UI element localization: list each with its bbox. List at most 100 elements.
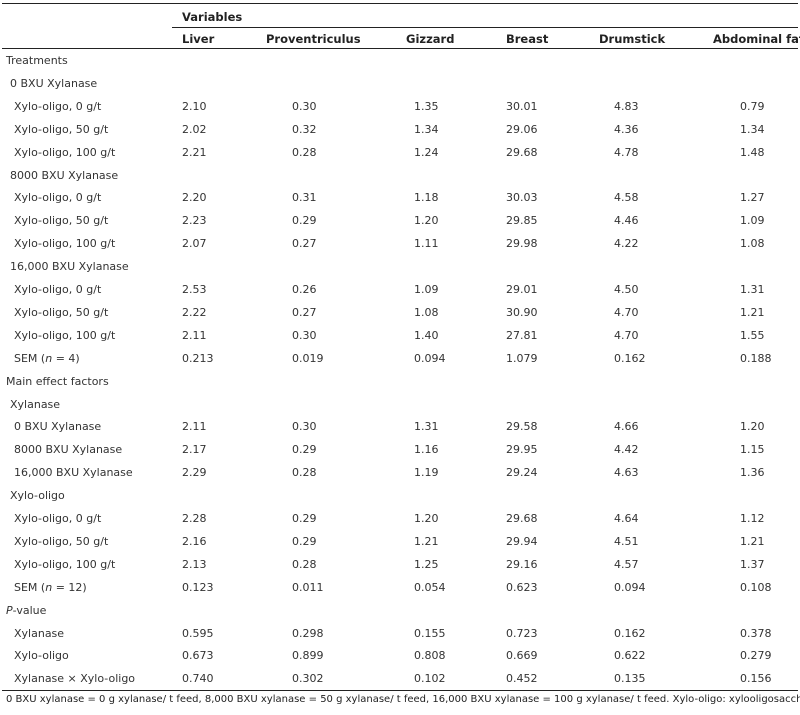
cell-gizzard: 0.102: [414, 672, 446, 686]
cell-breast: 27.81: [506, 328, 538, 342]
row-label: Xylanase × Xylo-oligo: [14, 672, 136, 686]
cell-abdominal-fat: 1.31: [740, 283, 765, 296]
cell-liver: 0.673: [182, 649, 214, 663]
cell-breast: 29.94: [506, 534, 538, 548]
table-row: Xylo-oligo, 0 g/t 2.28 0.29 1.20 29.68 4.64 1.…: [0, 507, 800, 530]
cell-drumstick: 4.36: [614, 122, 639, 136]
column-header-abdominal-fat: Abdominal fat: [713, 32, 800, 46]
row-label: Xylo-oligo, 50 g/t: [14, 534, 109, 548]
cell-breast: 0.723: [506, 626, 538, 640]
cell-proventriculus: 0.27: [292, 237, 317, 251]
cell-liver: 0.123: [182, 580, 214, 594]
table-section-row: Treatments: [0, 49, 800, 72]
cell-drumstick: 4.50: [614, 283, 639, 296]
cell-proventriculus: 0.29: [292, 534, 317, 548]
cell-gizzard: 0.094: [414, 351, 446, 365]
cell-liver: 2.11: [182, 328, 207, 342]
table-row: SEM (n = 4) 0.213 0.019 0.094 1.079 0.162 0.18…: [0, 347, 800, 370]
cell-liver: 2.53: [182, 283, 207, 296]
cell-liver: 2.29: [182, 466, 207, 480]
cell-drumstick: 4.57: [614, 557, 639, 571]
cell-gizzard: 1.19: [414, 466, 439, 480]
cell-abdominal-fat: 1.12: [740, 512, 765, 525]
row-label: Xylanase: [14, 626, 65, 640]
row-label: Main effect factors: [6, 374, 109, 388]
cell-proventriculus: 0.30: [292, 99, 317, 113]
row-label: 8000 BXU Xylanase: [10, 168, 119, 182]
column-header-drumstick: Drumstick: [599, 32, 666, 46]
table-footnote: 0 BXU xylanase = 0 g xylanase/ t feed, 8…: [6, 694, 800, 705]
cell-drumstick: 0.622: [614, 649, 646, 663]
row-label: Xylo-oligo, 0 g/t: [14, 283, 102, 296]
cell-abdominal-fat: 1.21: [740, 305, 765, 319]
cell-liver: 2.21: [182, 145, 207, 159]
row-label-suffix: = 4): [52, 351, 80, 365]
cell-drumstick: 4.78: [614, 145, 639, 159]
cell-proventriculus: 0.26: [292, 283, 317, 296]
cell-breast: 29.68: [506, 512, 538, 525]
table-section-row: Xylanase: [0, 393, 800, 416]
cell-proventriculus: 0.31: [292, 191, 317, 205]
cell-liver: 2.10: [182, 99, 207, 113]
row-label-italic: n: [45, 351, 53, 365]
table-row: 0 BXU Xylanase 2.11 0.30 1.31 29.58 4.66 1.20: [0, 415, 800, 438]
row-label-prefix: SEM (: [14, 351, 46, 365]
cell-gizzard: 0.155: [414, 626, 446, 640]
cell-breast: 29.06: [506, 122, 538, 136]
row-label: Xylo-oligo: [10, 489, 65, 503]
cell-liver: 2.02: [182, 122, 207, 136]
cell-proventriculus: 0.302: [292, 672, 324, 686]
cell-drumstick: 4.63: [614, 466, 639, 480]
cell-breast: 29.95: [506, 443, 538, 457]
cell-liver: 2.07: [182, 237, 207, 251]
variables-underline: [172, 27, 798, 28]
row-label: Xylo-oligo, 50 g/t: [14, 214, 109, 228]
cell-liver: 2.23: [182, 214, 207, 228]
cell-abdominal-fat: 0.108: [740, 580, 772, 594]
row-label: Xylo-oligo, 0 g/t: [14, 512, 102, 525]
cell-proventriculus: 0.298: [292, 626, 324, 640]
table-row: Xylo-oligo, 50 g/t 2.16 0.29 1.21 29.94 4.51 1…: [0, 530, 800, 553]
row-label-suffix: = 12): [52, 580, 87, 594]
cell-proventriculus: 0.011: [292, 580, 324, 594]
header-bottom-rule: [2, 48, 798, 49]
table-row: Xylanase × Xylo-oligo 0.740 0.302 0.102 0.45…: [0, 667, 800, 690]
row-label-italic: P: [6, 603, 13, 617]
column-header-breast: Breast: [506, 32, 549, 46]
table-row: Xylo-oligo, 0 g/t 2.10 0.30 1.35 30.01 4.83 0.…: [0, 95, 800, 118]
cell-gizzard: 1.31: [414, 420, 439, 434]
row-label: Xylo-oligo, 50 g/t: [14, 122, 109, 136]
row-label: SEM (n = 4): [14, 347, 80, 370]
row-label: Xylo-oligo, 100 g/t: [14, 328, 116, 342]
column-header-gizzard: Gizzard: [406, 32, 455, 46]
table-bottom-rule: [2, 690, 798, 691]
cell-abdominal-fat: 1.37: [740, 557, 765, 571]
cell-abdominal-fat: 0.156: [740, 672, 772, 686]
cell-gizzard: 1.21: [414, 534, 439, 548]
table-row: SEM (n = 12) 0.123 0.011 0.054 0.623 0.094 0.1…: [0, 576, 800, 599]
row-label-italic: n: [45, 580, 53, 594]
cell-abdominal-fat: 0.79: [740, 99, 765, 113]
cell-abdominal-fat: 1.15: [740, 443, 765, 457]
cell-drumstick: 4.66: [614, 420, 639, 434]
cell-abdominal-fat: 0.378: [740, 626, 772, 640]
row-label: Xylo-oligo: [14, 649, 69, 663]
cell-abdominal-fat: 0.188: [740, 351, 772, 365]
cell-breast: 29.68: [506, 145, 538, 159]
cell-drumstick: 0.094: [614, 580, 646, 594]
row-label-suffix: -value: [12, 603, 47, 617]
cell-breast: 29.01: [506, 283, 538, 296]
cell-abdominal-fat: 1.20: [740, 420, 765, 434]
cell-abdominal-fat: 1.27: [740, 191, 765, 205]
cell-breast: 29.24: [506, 466, 538, 480]
cell-drumstick: 4.51: [614, 534, 639, 548]
cell-gizzard: 1.40: [414, 328, 439, 342]
row-label: Xylo-oligo, 0 g/t: [14, 99, 102, 113]
cell-proventriculus: 0.28: [292, 145, 317, 159]
cell-drumstick: 0.162: [614, 626, 646, 640]
cell-gizzard: 1.16: [414, 443, 439, 457]
row-label: Xylo-oligo, 0 g/t: [14, 191, 102, 205]
cell-abdominal-fat: 1.55: [740, 328, 765, 342]
table-row: Xylo-oligo 0.673 0.899 0.808 0.669 0.622 0.279: [0, 644, 800, 667]
row-label: Xylo-oligo, 50 g/t: [14, 305, 109, 319]
